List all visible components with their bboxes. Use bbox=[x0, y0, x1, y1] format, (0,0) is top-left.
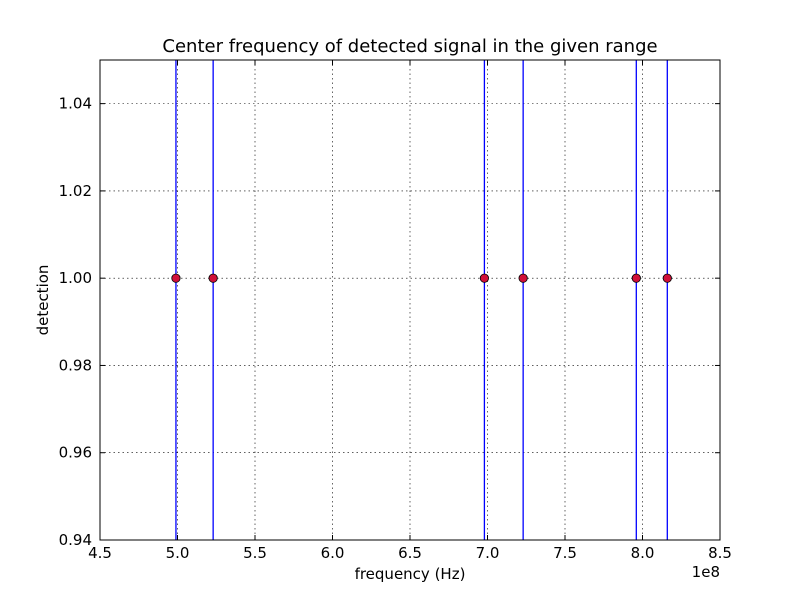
y-tick-label: 0.96 bbox=[59, 444, 92, 462]
data-point bbox=[518, 273, 528, 283]
grid bbox=[100, 60, 720, 540]
x-tick-label: 6.0 bbox=[321, 544, 345, 562]
x-axis-label: frequency (Hz) bbox=[355, 565, 466, 583]
y-tick-label: 1.00 bbox=[59, 269, 92, 287]
data-point bbox=[208, 273, 218, 283]
x-tick-label: 8.0 bbox=[631, 544, 655, 562]
data-point bbox=[171, 273, 181, 283]
x-tick-label: 7.5 bbox=[553, 544, 577, 562]
data-points bbox=[171, 273, 672, 283]
y-tick-label: 1.04 bbox=[59, 95, 92, 113]
axis-ticks: 4.5 5.0 5.5 6.0 6.5 7.0 7.5 8.0 8.5 0.94 0.96 0.98 1… bbox=[59, 60, 732, 562]
y-axis-label: detection bbox=[34, 265, 52, 336]
data-point bbox=[662, 273, 672, 283]
x-tick-label: 8.5 bbox=[708, 544, 732, 562]
x-tick-label: 6.5 bbox=[398, 544, 422, 562]
x-tick-label: 5.0 bbox=[166, 544, 190, 562]
data-point bbox=[631, 273, 641, 283]
x-offset-label: 1e8 bbox=[692, 563, 720, 581]
x-tick-label: 5.5 bbox=[243, 544, 267, 562]
y-tick-label: 0.94 bbox=[59, 531, 92, 549]
y-tick-label: 1.02 bbox=[59, 182, 92, 200]
vertical-lines bbox=[175, 60, 668, 540]
x-tick-label: 7.0 bbox=[476, 544, 500, 562]
x-tick-label: 4.5 bbox=[88, 544, 112, 562]
data-point bbox=[479, 273, 489, 283]
y-tick-label: 0.98 bbox=[59, 356, 92, 374]
chart-title: Center frequency of detected signal in t… bbox=[162, 36, 657, 57]
